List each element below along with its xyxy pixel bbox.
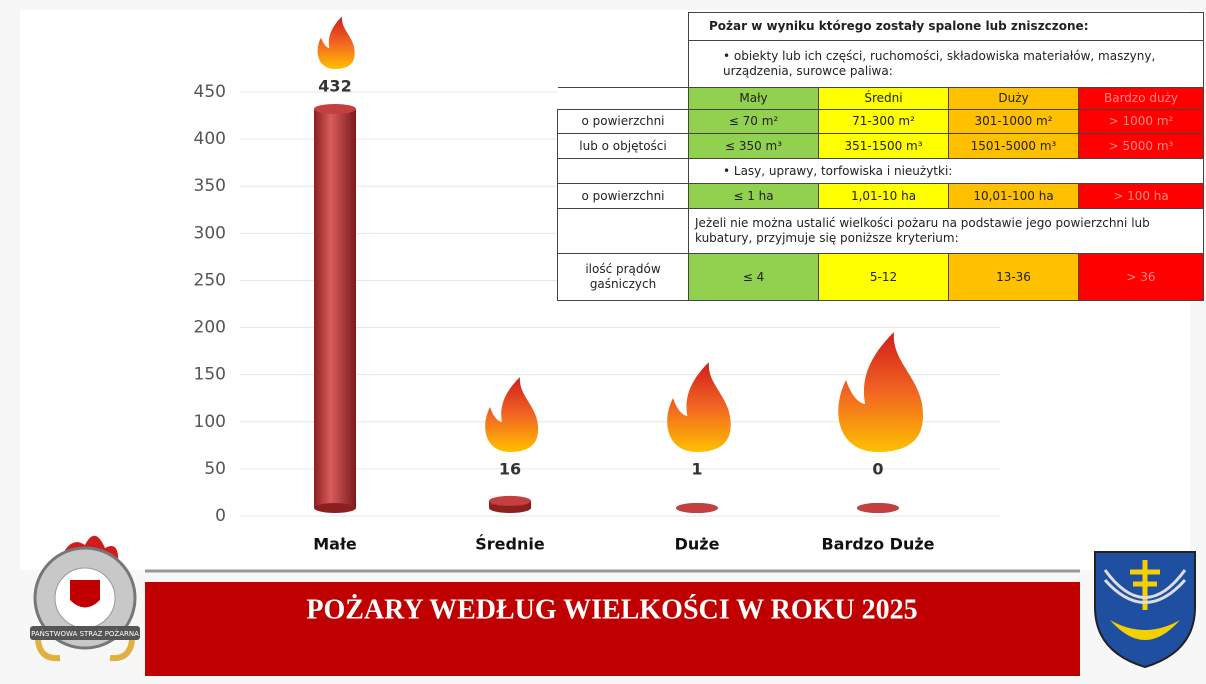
y-tick-label: 0 xyxy=(215,506,226,526)
table-cell: 351-1500 m³ xyxy=(818,133,949,159)
y-tick-label: 350 xyxy=(194,176,226,196)
bar-top xyxy=(676,503,718,513)
table-cell: 1501-5000 m³ xyxy=(948,133,1079,159)
table-cell: > 1000 m² xyxy=(1078,109,1204,134)
table-cell: 1,01-10 ha xyxy=(818,183,949,209)
flame-icon xyxy=(317,16,355,69)
table-cell: > 36 xyxy=(1078,253,1204,301)
flame-icon xyxy=(485,377,539,452)
x-tick-label: Średnie xyxy=(475,535,545,554)
table-cell: Mały xyxy=(688,87,819,110)
table-title: Pożar w wyniku którego zostały spalone l… xyxy=(688,12,1204,41)
y-tick-label: 250 xyxy=(194,270,226,290)
logo-text: PAŃSTWOWA STRAŻ POŻARNA xyxy=(31,629,139,638)
row-label: o powierzchni xyxy=(557,109,689,134)
y-tick-label: 450 xyxy=(194,82,226,102)
table-cell: Średni xyxy=(818,87,949,110)
table-cell: > 100 ha xyxy=(1078,183,1204,209)
table-empty xyxy=(557,87,689,110)
y-tick-label: 200 xyxy=(194,318,226,338)
logo-psp: PAŃSTWOWA STRAŻ POŻARNA xyxy=(30,535,140,662)
criteria-table: Pożar w wyniku którego zostały spalone l… xyxy=(557,12,1204,301)
y-tick-label: 150 xyxy=(194,365,226,385)
table-cell: 13-36 xyxy=(948,253,1079,301)
bar-top xyxy=(314,103,356,114)
flame-icon xyxy=(838,332,924,452)
table-cell: ≤ 4 xyxy=(688,253,819,301)
banner-title: POŻARY WEDŁUG WIELKOŚCI W ROKU 2025 xyxy=(306,594,917,625)
y-tick-label: 100 xyxy=(194,412,226,432)
value-label: 0 xyxy=(872,460,883,479)
table-cell: Duży xyxy=(948,87,1079,110)
table-note: Jeżeli nie można ustalić wielkości pożar… xyxy=(688,208,1204,254)
x-tick-label: Duże xyxy=(675,535,720,554)
logo-coat xyxy=(1094,551,1196,669)
y-tick-label: 300 xyxy=(194,223,226,243)
row-label: o powierzchni xyxy=(557,183,689,209)
flame-icon xyxy=(667,362,731,452)
y-tick-label: 400 xyxy=(194,129,226,149)
bar-base xyxy=(314,503,356,513)
table-cell: Bardzo duży xyxy=(1078,87,1204,110)
row-label: lub o objętości xyxy=(557,133,689,159)
table-cell: ≤ 1 ha xyxy=(688,183,819,209)
x-tick-label: Małe xyxy=(313,535,357,554)
bar-base xyxy=(489,503,531,513)
row-label: ilość prądów gaśniczych xyxy=(557,253,689,301)
bar-top xyxy=(489,495,531,506)
banner xyxy=(145,582,1080,676)
table-note: • obiekty lub ich części, ruchomości, sk… xyxy=(688,40,1204,88)
bar xyxy=(314,108,356,509)
value-label: 16 xyxy=(499,460,521,479)
x-tick-label: Bardzo Duże xyxy=(821,535,934,554)
table-cell: 71-300 m² xyxy=(818,109,949,134)
table-empty xyxy=(557,40,689,88)
table-empty xyxy=(557,158,689,184)
table-cell: 10,01-100 ha xyxy=(948,183,1079,209)
table-note: • Lasy, uprawy, torfowiska i nieużytki: xyxy=(688,158,1204,184)
table-cell: ≤ 70 m² xyxy=(688,109,819,134)
table-empty xyxy=(558,13,689,41)
table-cell: 301-1000 m² xyxy=(948,109,1079,134)
value-label: 432 xyxy=(318,76,351,95)
table-empty xyxy=(557,208,689,254)
table-cell: > 5000 m³ xyxy=(1078,133,1204,159)
y-tick-label: 50 xyxy=(204,459,226,479)
bar-top xyxy=(857,503,899,513)
table-cell: 5-12 xyxy=(818,253,949,301)
value-label: 1 xyxy=(691,460,702,479)
table-cell: ≤ 350 m³ xyxy=(688,133,819,159)
